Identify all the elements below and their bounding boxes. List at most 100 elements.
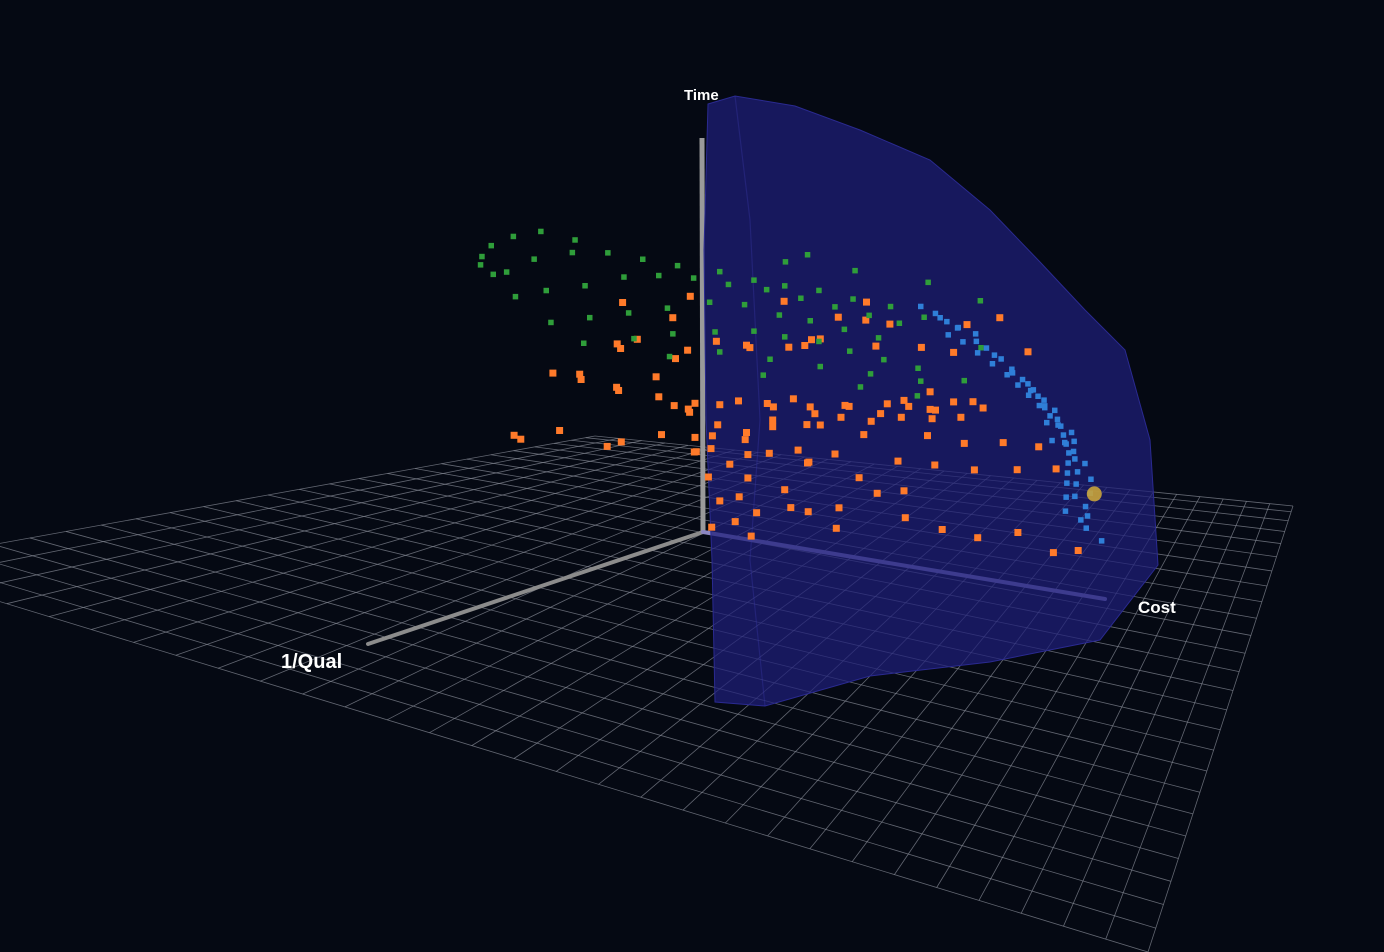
data-point[interactable] xyxy=(983,345,990,351)
data-point[interactable] xyxy=(804,252,811,258)
data-point[interactable] xyxy=(672,355,679,363)
data-point[interactable] xyxy=(1009,366,1015,373)
data-point[interactable] xyxy=(652,373,660,381)
data-point[interactable] xyxy=(1065,460,1071,466)
data-point[interactable] xyxy=(782,334,788,340)
data-point[interactable] xyxy=(924,432,931,440)
data-point[interactable] xyxy=(785,343,793,351)
data-point[interactable] xyxy=(741,436,749,444)
data-point[interactable] xyxy=(917,343,925,351)
data-point[interactable] xyxy=(926,405,934,413)
data-point[interactable] xyxy=(686,292,694,300)
data-point[interactable] xyxy=(798,295,804,302)
data-point[interactable] xyxy=(781,486,789,494)
data-point[interactable] xyxy=(918,378,924,384)
data-point[interactable] xyxy=(708,523,716,531)
data-point[interactable] xyxy=(613,383,621,391)
data-point[interactable] xyxy=(860,431,868,439)
data-point[interactable] xyxy=(806,403,814,411)
data-point[interactable] xyxy=(969,398,977,406)
data-point[interactable] xyxy=(789,395,797,403)
data-point[interactable] xyxy=(1064,470,1071,476)
highlight-point[interactable] xyxy=(1086,486,1102,502)
data-point[interactable] xyxy=(937,315,943,321)
data-point[interactable] xyxy=(847,348,853,354)
data-point[interactable] xyxy=(691,433,699,441)
data-point[interactable] xyxy=(767,356,773,363)
data-point[interactable] xyxy=(512,293,519,300)
data-point[interactable] xyxy=(794,446,802,454)
data-point[interactable] xyxy=(1084,513,1091,519)
data-point[interactable] xyxy=(862,316,870,324)
data-point[interactable] xyxy=(834,313,842,321)
data-point[interactable] xyxy=(605,250,611,256)
data-point[interactable] xyxy=(894,457,902,465)
data-point[interactable] xyxy=(1088,476,1094,483)
data-point[interactable] xyxy=(845,402,853,410)
data-point[interactable] xyxy=(852,267,858,274)
data-point[interactable] xyxy=(901,514,909,522)
data-point[interactable] xyxy=(816,287,822,294)
data-point[interactable] xyxy=(808,336,815,344)
data-point[interactable] xyxy=(873,489,881,497)
data-point[interactable] xyxy=(613,340,621,348)
data-point[interactable] xyxy=(684,346,692,354)
data-point[interactable] xyxy=(490,271,497,278)
data-point[interactable] xyxy=(669,314,677,322)
data-point[interactable] xyxy=(807,318,814,324)
data-point[interactable] xyxy=(803,421,811,429)
data-point[interactable] xyxy=(572,237,578,243)
data-point[interactable] xyxy=(744,451,752,459)
data-point[interactable] xyxy=(881,356,887,363)
data-point[interactable] xyxy=(716,401,724,409)
data-point[interactable] xyxy=(1019,376,1026,383)
data-point[interactable] xyxy=(741,301,748,308)
data-point[interactable] xyxy=(926,388,934,396)
data-point[interactable] xyxy=(850,296,856,302)
data-point[interactable] xyxy=(945,332,952,338)
data-point[interactable] xyxy=(921,314,927,321)
data-point[interactable] xyxy=(769,416,777,424)
data-point[interactable] xyxy=(1052,465,1060,473)
data-point[interactable] xyxy=(717,268,723,275)
data-point[interactable] xyxy=(1004,372,1010,378)
data-point[interactable] xyxy=(664,305,671,311)
data-point[interactable] xyxy=(556,427,564,434)
data-point[interactable] xyxy=(960,439,968,447)
data-point[interactable] xyxy=(656,272,662,279)
data-point[interactable] xyxy=(1074,469,1081,475)
data-point[interactable] xyxy=(1060,432,1067,438)
data-point[interactable] xyxy=(801,342,809,349)
data-point[interactable] xyxy=(918,303,924,310)
data-point[interactable] xyxy=(897,413,905,421)
data-point[interactable] xyxy=(991,352,998,358)
data-point[interactable] xyxy=(1064,480,1070,486)
data-point[interactable] xyxy=(974,350,981,356)
data-point[interactable] xyxy=(900,396,908,404)
data-point[interactable] xyxy=(1025,381,1031,387)
data-point[interactable] xyxy=(725,281,732,288)
data-point[interactable] xyxy=(670,331,676,337)
data-point[interactable] xyxy=(1071,438,1077,445)
data-point[interactable] xyxy=(832,304,838,310)
data-point[interactable] xyxy=(1082,503,1089,510)
data-point[interactable] xyxy=(587,314,593,321)
data-point[interactable] xyxy=(517,435,525,443)
data-point[interactable] xyxy=(989,361,996,367)
data-point[interactable] xyxy=(603,442,611,450)
data-point[interactable] xyxy=(1027,387,1034,394)
data-point[interactable] xyxy=(857,384,864,390)
data-point[interactable] xyxy=(837,413,845,421)
data-point[interactable] xyxy=(753,509,761,517)
data-point[interactable] xyxy=(621,274,627,280)
data-point[interactable] xyxy=(900,487,908,495)
data-point[interactable] xyxy=(674,262,681,269)
data-point[interactable] xyxy=(1015,382,1021,388)
data-point[interactable] xyxy=(1009,370,1016,376)
data-point[interactable] xyxy=(1035,393,1041,400)
data-point[interactable] xyxy=(925,279,931,286)
data-point[interactable] xyxy=(625,310,632,316)
data-point[interactable] xyxy=(887,303,894,310)
data-point[interactable] xyxy=(1013,466,1021,474)
data-point[interactable] xyxy=(787,504,795,512)
